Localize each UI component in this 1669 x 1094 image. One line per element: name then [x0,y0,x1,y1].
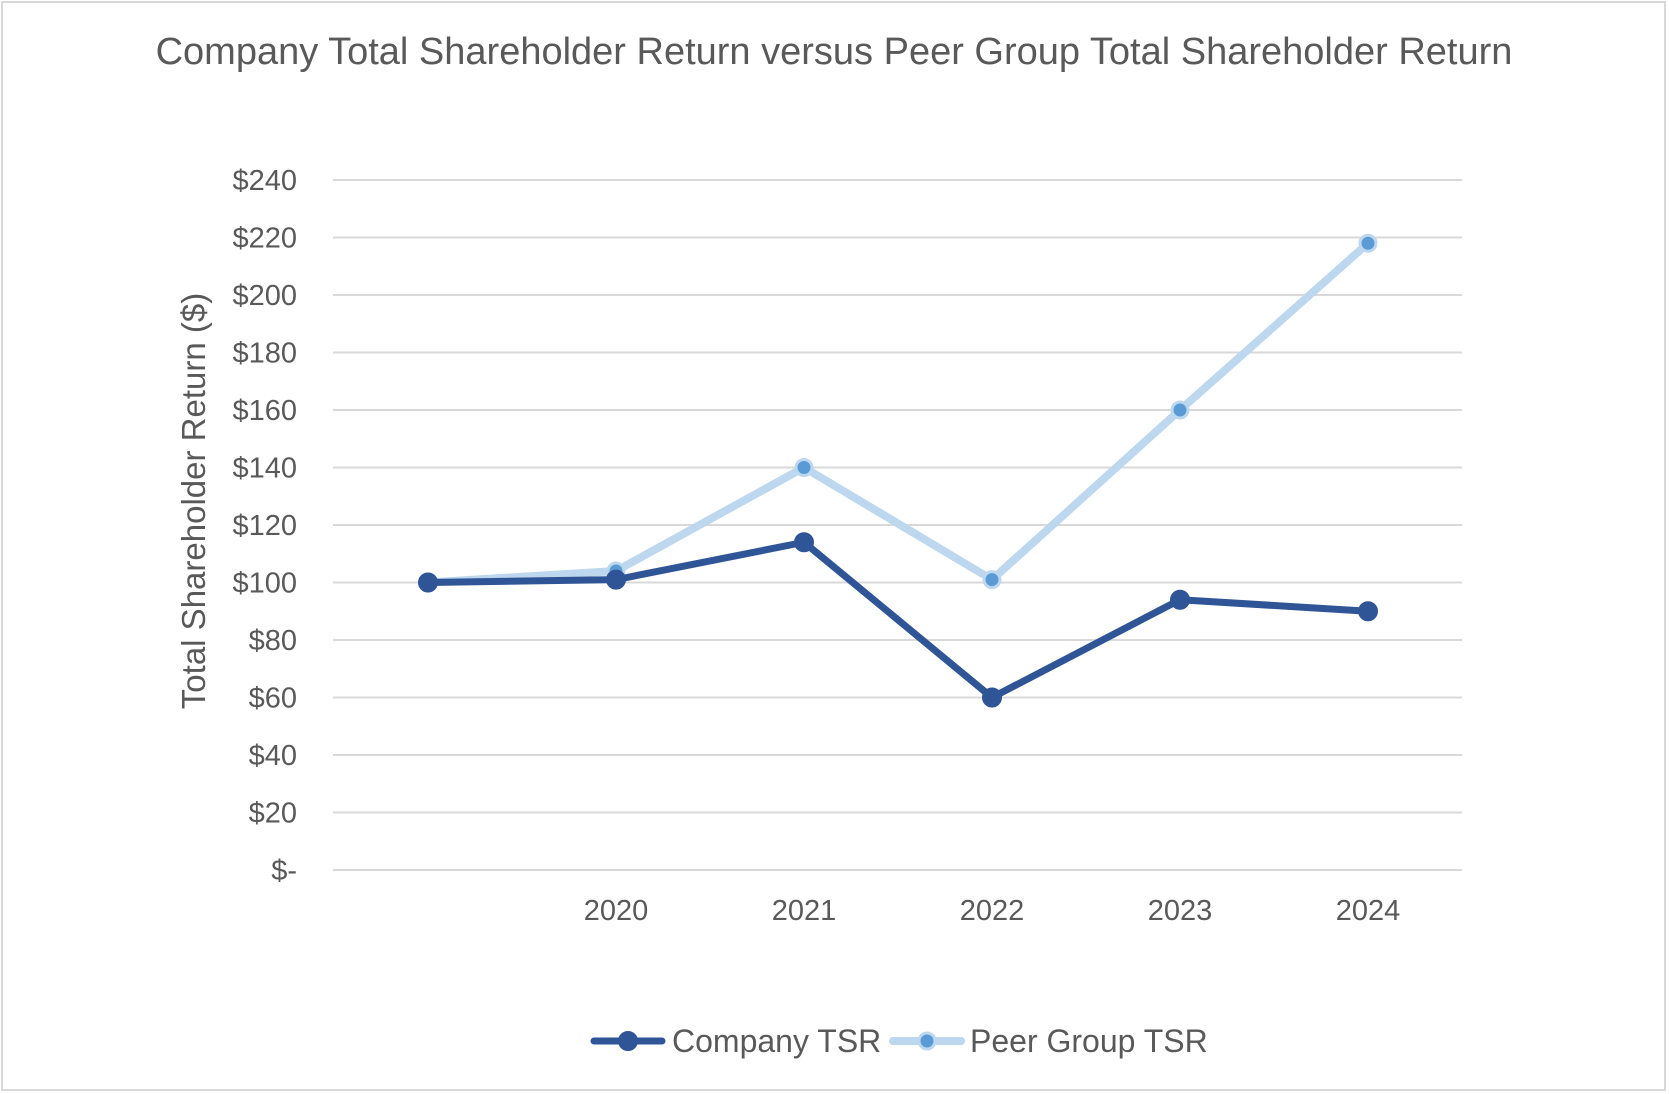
series-layer [418,233,1378,708]
x-tick-label: 2020 [584,895,649,927]
y-tick-label: $100 [232,568,297,600]
legend-company-tsr-label: Company TSR [672,1023,881,1059]
chart-title: Company Total Shareholder Return versus … [156,31,1513,73]
y-tick-label: $80 [249,625,297,657]
x-axis-ticks: 2020 2021 2022 2023 2024 [584,895,1401,927]
peer-group-tsr-line [424,239,1372,587]
company-tsr-point [982,687,1002,708]
company-tsr-point [1358,601,1378,622]
y-tick-label: $220 [232,223,297,255]
x-tick-label: 2024 [1336,895,1401,927]
x-tick-label: 2021 [772,895,837,927]
x-tick-label: 2022 [960,895,1025,927]
gridlines [333,179,1462,871]
legend-peer-group-tsr-marker [917,1031,937,1051]
peer-group-tsr-point [1358,233,1378,253]
y-tick-label: $120 [232,510,297,542]
company-tsr-point [606,569,626,590]
y-tick-label: $20 [249,798,297,830]
y-tick-label: $240 [232,165,297,197]
peer-group-tsr-point [1170,400,1190,420]
legend: Company TSR Peer Group TSR [590,1023,1208,1059]
y-axis-ticks: $- $20 $40 $60 $80 $100 $120 $140 $160 $180 $200 $2… [232,165,297,887]
x-tick-label: 2023 [1148,895,1213,927]
y-tick-label: $200 [232,280,297,312]
y-axis-title: Total Shareholder Return ($) [175,293,212,709]
peer-group-tsr-point [794,458,814,477]
y-tick-label: $180 [232,338,297,370]
company-tsr-point [418,572,438,593]
y-tick-label: $140 [232,453,297,485]
peer-group-tsr-point [982,570,1002,590]
company-tsr-line [424,538,1372,701]
company-tsr-point [794,532,814,553]
y-tick-label: $- [271,855,297,887]
y-tick-label: $60 [249,683,297,715]
legend-company-tsr-marker [618,1031,638,1051]
legend-peer-group-tsr-label: Peer Group TSR [970,1023,1208,1059]
y-tick-label: $40 [249,740,297,772]
y-tick-label: $160 [232,395,297,427]
company-tsr-point [1170,589,1190,610]
